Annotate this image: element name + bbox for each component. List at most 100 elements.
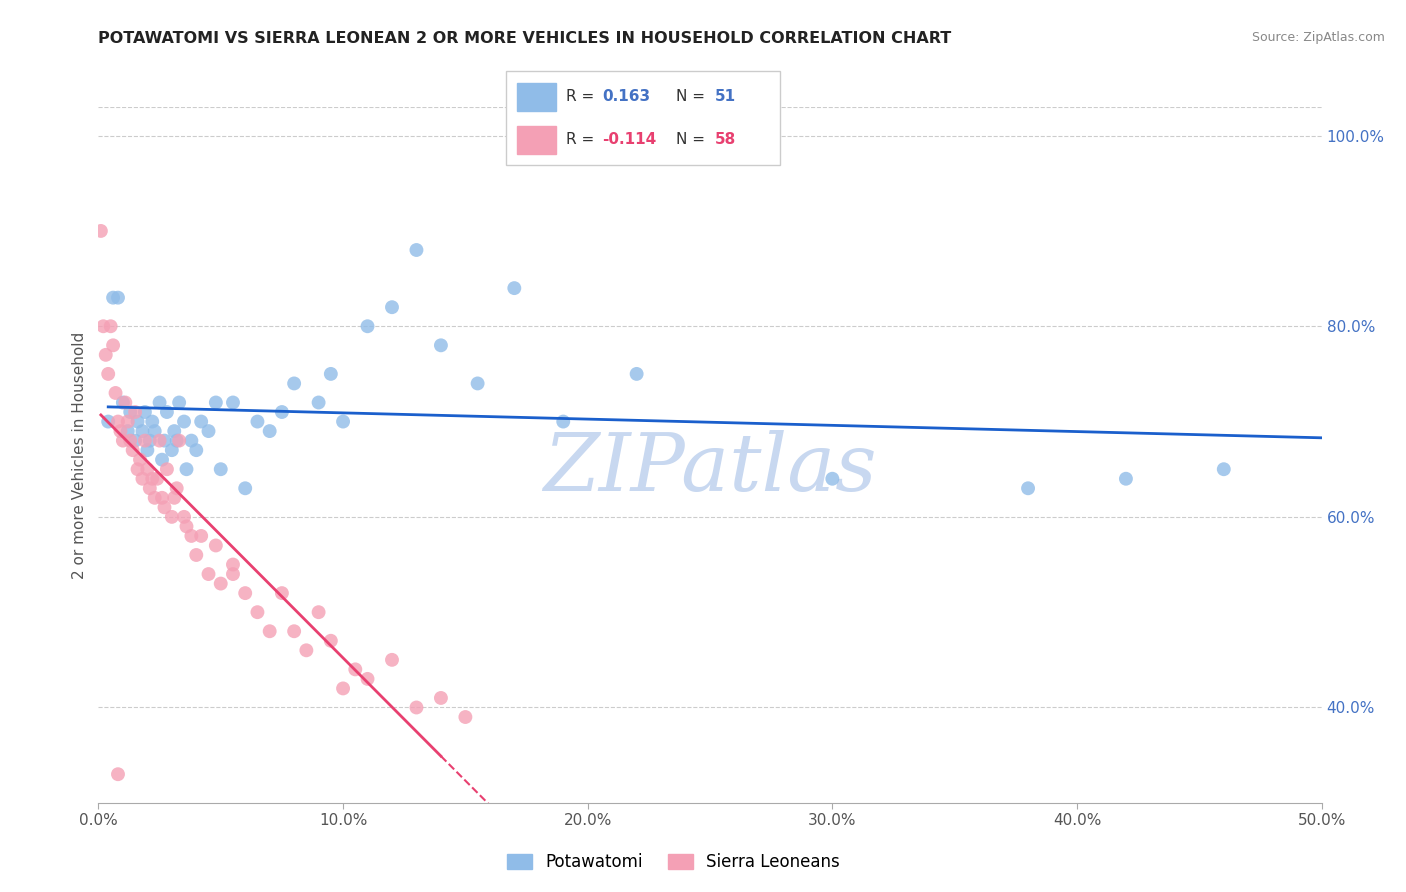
Point	[129, 452, 152, 467]
Point	[332, 681, 354, 696]
Text: R =: R =	[567, 132, 599, 147]
Text: N =: N =	[676, 132, 710, 147]
Point	[134, 405, 156, 419]
Point	[233, 481, 256, 495]
Point	[283, 376, 305, 391]
Point	[344, 662, 367, 676]
Point	[246, 415, 269, 429]
Point	[332, 415, 354, 429]
Point	[356, 319, 378, 334]
Point	[319, 367, 342, 381]
Point	[120, 405, 142, 419]
Legend: Potawatomi, Sierra Leoneans: Potawatomi, Sierra Leoneans	[501, 847, 846, 878]
Point	[114, 395, 136, 409]
Point	[173, 415, 195, 429]
Point	[381, 300, 404, 314]
Point	[180, 434, 202, 448]
Point	[131, 472, 153, 486]
Point	[356, 672, 378, 686]
Point	[180, 529, 202, 543]
FancyBboxPatch shape	[506, 71, 780, 165]
Bar	[517, 83, 555, 111]
Point	[150, 491, 173, 505]
Point	[149, 395, 172, 409]
Point	[186, 548, 208, 562]
Point	[107, 767, 129, 781]
Point	[120, 434, 142, 448]
Point	[222, 558, 245, 572]
Point	[127, 462, 149, 476]
Point	[205, 395, 228, 409]
Point	[503, 281, 526, 295]
Point	[167, 395, 190, 409]
Point	[150, 452, 173, 467]
Point	[222, 395, 245, 409]
Point	[197, 424, 219, 438]
Text: 0.163: 0.163	[602, 89, 650, 104]
Bar	[517, 126, 555, 153]
Point	[381, 653, 404, 667]
Text: POTAWATOMI VS SIERRA LEONEAN 2 OR MORE VEHICLES IN HOUSEHOLD CORRELATION CHART: POTAWATOMI VS SIERRA LEONEAN 2 OR MORE V…	[98, 31, 952, 46]
Text: Source: ZipAtlas.com: Source: ZipAtlas.com	[1251, 31, 1385, 45]
Point	[94, 348, 117, 362]
Point	[131, 424, 153, 438]
Point	[111, 395, 134, 409]
Point	[97, 415, 120, 429]
Point	[190, 415, 212, 429]
Point	[222, 567, 245, 582]
Point	[124, 405, 146, 419]
Point	[176, 462, 198, 476]
Point	[1212, 462, 1234, 476]
Point	[626, 367, 648, 381]
Point	[259, 424, 281, 438]
Point	[97, 367, 120, 381]
Point	[156, 405, 179, 419]
Point	[246, 605, 269, 619]
Point	[136, 443, 159, 458]
Point	[308, 395, 330, 409]
Point	[405, 243, 427, 257]
Point	[127, 415, 149, 429]
Point	[270, 586, 294, 600]
Point	[283, 624, 305, 639]
Point	[100, 319, 122, 334]
Point	[167, 434, 190, 448]
Point	[124, 434, 146, 448]
Point	[430, 338, 453, 352]
Point	[91, 319, 114, 334]
Point	[1017, 481, 1039, 495]
Point	[156, 462, 179, 476]
Point	[117, 415, 139, 429]
Text: 58: 58	[714, 132, 735, 147]
Point	[121, 443, 143, 458]
Point	[166, 434, 188, 448]
Point	[295, 643, 318, 657]
Point	[430, 690, 453, 705]
Point	[107, 415, 129, 429]
Point	[149, 434, 172, 448]
Point	[90, 224, 112, 238]
Point	[101, 291, 124, 305]
Point	[173, 509, 195, 524]
Point	[467, 376, 489, 391]
Point	[233, 586, 256, 600]
Point	[209, 462, 232, 476]
Point	[270, 405, 294, 419]
Point	[111, 434, 134, 448]
Text: N =: N =	[676, 89, 710, 104]
Point	[186, 443, 208, 458]
Point	[139, 434, 162, 448]
Point	[205, 539, 228, 553]
Point	[141, 472, 163, 486]
Point	[139, 481, 162, 495]
Point	[104, 386, 127, 401]
Point	[163, 491, 186, 505]
Point	[143, 491, 166, 505]
Text: -0.114: -0.114	[602, 132, 657, 147]
Point	[821, 472, 844, 486]
Point	[141, 415, 163, 429]
Point	[454, 710, 477, 724]
Point	[160, 443, 183, 458]
Point	[319, 633, 342, 648]
Point	[101, 338, 124, 352]
